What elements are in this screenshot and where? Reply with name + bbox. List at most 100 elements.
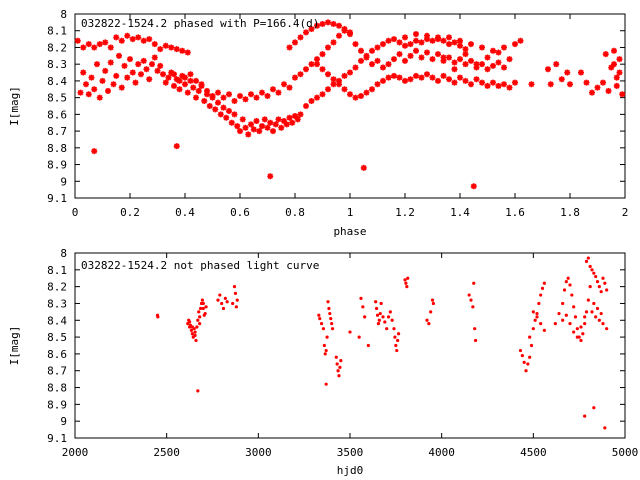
data-point xyxy=(201,97,208,104)
data-point xyxy=(124,74,131,81)
data-point xyxy=(110,81,117,88)
data-point xyxy=(204,305,208,309)
data-point xyxy=(314,56,320,63)
data-point xyxy=(261,116,268,123)
data-point xyxy=(462,61,469,68)
data-point xyxy=(520,353,524,358)
data-point xyxy=(518,348,523,353)
data-point xyxy=(319,51,326,58)
data-point xyxy=(135,34,142,41)
data-point xyxy=(471,305,475,309)
data-point xyxy=(179,72,186,79)
data-point xyxy=(96,41,103,48)
data-point xyxy=(91,44,98,51)
data-point xyxy=(336,32,342,39)
data-point xyxy=(297,71,304,78)
data-point xyxy=(184,89,191,96)
data-point xyxy=(386,315,391,319)
x-tick-label: 3000 xyxy=(245,446,272,459)
x-tick-label: 1.8 xyxy=(560,206,580,219)
data-point xyxy=(473,64,480,71)
data-point xyxy=(359,296,363,301)
data-point xyxy=(253,118,260,125)
data-point xyxy=(88,74,95,81)
y-tick-label: 8.6 xyxy=(47,108,67,121)
data-point xyxy=(193,77,199,84)
data-point xyxy=(242,96,249,103)
data-point xyxy=(318,316,322,321)
data-point xyxy=(595,279,600,284)
data-point xyxy=(193,333,197,338)
data-point xyxy=(424,49,430,56)
data-point xyxy=(570,293,574,297)
data-point xyxy=(149,61,155,68)
plot-frame xyxy=(74,13,626,199)
data-point xyxy=(392,327,396,331)
data-point xyxy=(394,343,398,348)
data-point xyxy=(583,79,590,86)
data-point xyxy=(352,64,359,71)
data-point xyxy=(286,114,293,121)
data-point xyxy=(413,31,419,38)
data-point xyxy=(424,71,430,78)
y-tick-label: 8.9 xyxy=(47,398,67,411)
x-tick-label: 1 xyxy=(347,206,354,219)
data-point xyxy=(385,327,389,331)
data-point xyxy=(586,256,590,260)
data-point xyxy=(248,91,254,98)
y-tick-label: 8.3 xyxy=(47,297,67,310)
data-point xyxy=(96,94,103,101)
data-point xyxy=(584,310,589,314)
data-point xyxy=(275,89,282,96)
data-point xyxy=(446,76,452,83)
data-point xyxy=(568,322,572,326)
data-point xyxy=(336,22,342,29)
data-point xyxy=(490,79,496,86)
data-point xyxy=(245,131,252,138)
y-tick-label: 8.4 xyxy=(47,75,67,88)
data-point xyxy=(588,264,592,269)
data-point xyxy=(324,382,328,386)
data-point xyxy=(352,94,359,101)
data-point xyxy=(484,66,491,73)
data-point xyxy=(468,41,474,48)
data-point xyxy=(113,34,120,41)
data-point xyxy=(375,313,380,317)
data-point xyxy=(462,46,469,53)
data-point xyxy=(233,291,238,295)
data-point xyxy=(430,298,435,302)
data-point xyxy=(385,74,392,81)
data-point xyxy=(396,74,403,81)
data-point xyxy=(80,69,87,76)
data-point xyxy=(594,315,598,319)
data-point xyxy=(314,22,320,29)
data-point xyxy=(297,34,304,41)
data-point xyxy=(195,325,199,329)
data-point xyxy=(157,62,164,69)
data-point xyxy=(369,47,375,54)
data-point xyxy=(531,327,535,331)
data-point xyxy=(579,338,583,343)
y-axis-label: I[mag] xyxy=(8,86,21,126)
data-point xyxy=(317,313,321,317)
data-point xyxy=(589,89,595,96)
data-point xyxy=(209,92,216,99)
data-point xyxy=(156,315,160,319)
data-point xyxy=(116,52,122,59)
data-point xyxy=(451,59,458,66)
y-tick-label: 8.2 xyxy=(47,41,67,54)
data-point xyxy=(146,76,153,83)
data-point xyxy=(531,310,535,314)
data-point xyxy=(325,335,329,339)
data-point xyxy=(248,121,254,128)
data-point xyxy=(418,74,425,81)
data-point xyxy=(435,36,441,43)
data-point xyxy=(129,36,136,43)
data-point xyxy=(402,77,408,84)
data-point xyxy=(165,74,172,81)
data-point xyxy=(322,343,326,348)
data-point xyxy=(215,89,221,96)
data-point xyxy=(206,103,213,109)
data-point xyxy=(217,111,224,118)
data-point xyxy=(329,316,333,321)
